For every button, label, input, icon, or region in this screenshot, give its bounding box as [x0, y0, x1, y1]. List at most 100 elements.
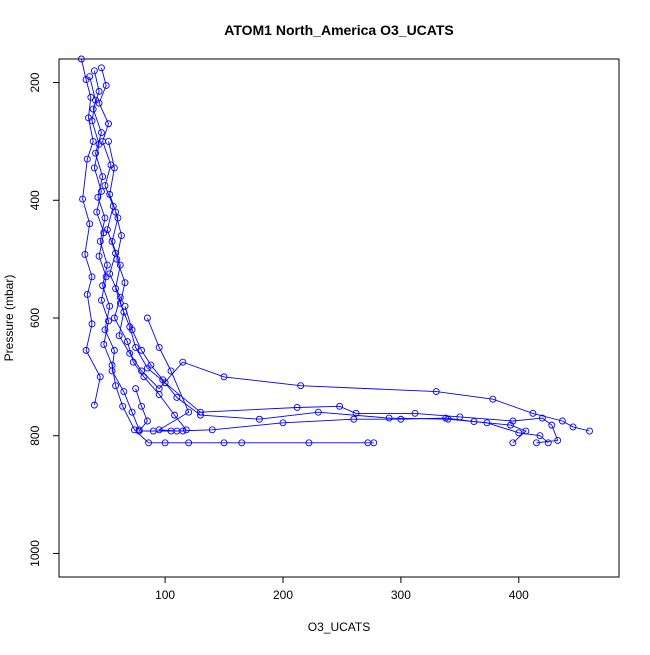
x-tick-label: 400 — [509, 588, 529, 602]
data-point — [554, 436, 562, 444]
data-point — [105, 137, 112, 145]
data-point — [132, 343, 140, 351]
y-tick-label: 800 — [28, 425, 42, 445]
data-point — [522, 427, 530, 435]
data-point — [544, 439, 552, 447]
data-point — [538, 414, 546, 422]
series-4 — [86, 73, 378, 447]
data-point — [147, 361, 155, 369]
data-point — [220, 373, 228, 381]
series-line — [115, 211, 559, 444]
data-point — [132, 385, 140, 393]
series-1 — [77, 55, 104, 409]
data-point — [110, 346, 118, 354]
data-point — [79, 195, 87, 203]
data-point — [432, 388, 440, 396]
data-point — [119, 402, 127, 410]
data-point — [131, 426, 138, 434]
x-tick-label: 300 — [391, 588, 411, 602]
data-point — [182, 426, 190, 434]
data-point — [128, 408, 136, 416]
data-point — [102, 82, 110, 89]
data-point — [173, 394, 181, 401]
data-point — [138, 367, 145, 375]
data-point — [397, 415, 405, 423]
data-point — [102, 273, 110, 281]
data-point — [88, 320, 96, 328]
data-point — [94, 193, 102, 201]
data-point — [90, 401, 98, 409]
data-point — [536, 432, 544, 440]
data-point — [548, 421, 556, 429]
data-point — [82, 346, 90, 354]
series-line — [80, 58, 101, 406]
data-point — [529, 409, 537, 417]
series-line — [124, 306, 549, 444]
data-point — [293, 404, 301, 411]
data-point — [112, 208, 120, 216]
data-point — [95, 252, 103, 260]
data-point — [108, 361, 116, 369]
data-point — [442, 414, 450, 422]
data-point — [101, 182, 109, 190]
data-point — [110, 314, 118, 322]
data-point — [586, 427, 593, 435]
data-point — [185, 408, 193, 416]
data-point — [145, 439, 153, 447]
data-point — [558, 417, 566, 425]
data-point — [112, 285, 120, 293]
data-point — [112, 382, 120, 390]
data-point — [411, 409, 419, 417]
data-point — [167, 367, 175, 375]
data-point — [118, 232, 125, 240]
data-point — [105, 120, 112, 128]
data-point — [352, 409, 360, 417]
data-point — [77, 55, 85, 63]
chart-title: ATOM1 North_America O3_UCATS — [224, 22, 454, 38]
data-point — [155, 385, 163, 393]
data-point — [470, 418, 478, 426]
data-point — [208, 426, 216, 434]
y-tick-label: 400 — [28, 190, 42, 210]
data-point — [96, 373, 104, 381]
data-point — [155, 343, 163, 351]
series-line — [146, 317, 527, 444]
series-layer — [77, 55, 593, 447]
data-point — [86, 73, 94, 81]
data-point — [92, 149, 99, 157]
x-axis: 100 200 300 400 — [155, 577, 529, 602]
data-point — [185, 439, 193, 447]
data-point — [314, 408, 322, 416]
data-point — [385, 414, 393, 422]
data-point — [95, 140, 103, 148]
data-point — [370, 439, 378, 447]
data-point — [97, 187, 105, 195]
y-tick-label: 1000 — [28, 540, 42, 567]
series-line — [108, 141, 590, 432]
data-point — [143, 314, 151, 322]
data-point — [161, 439, 169, 447]
data-point — [99, 173, 107, 181]
data-point — [126, 349, 134, 357]
data-point — [100, 341, 108, 348]
data-point — [336, 402, 344, 410]
data-point — [101, 214, 109, 222]
data-point — [83, 155, 91, 163]
data-point — [159, 376, 167, 384]
data-point — [171, 411, 178, 419]
data-point — [123, 338, 131, 345]
data-point — [128, 326, 136, 334]
series-line — [89, 76, 374, 444]
data-point — [179, 358, 187, 366]
data-point — [96, 238, 104, 245]
data-point — [106, 302, 114, 310]
data-point — [93, 208, 101, 216]
data-point — [105, 317, 112, 325]
data-point — [149, 427, 157, 435]
x-tick-label: 200 — [273, 588, 293, 602]
data-point — [507, 421, 514, 429]
data-point — [533, 439, 540, 447]
data-point — [121, 279, 129, 287]
data-point — [238, 439, 246, 447]
